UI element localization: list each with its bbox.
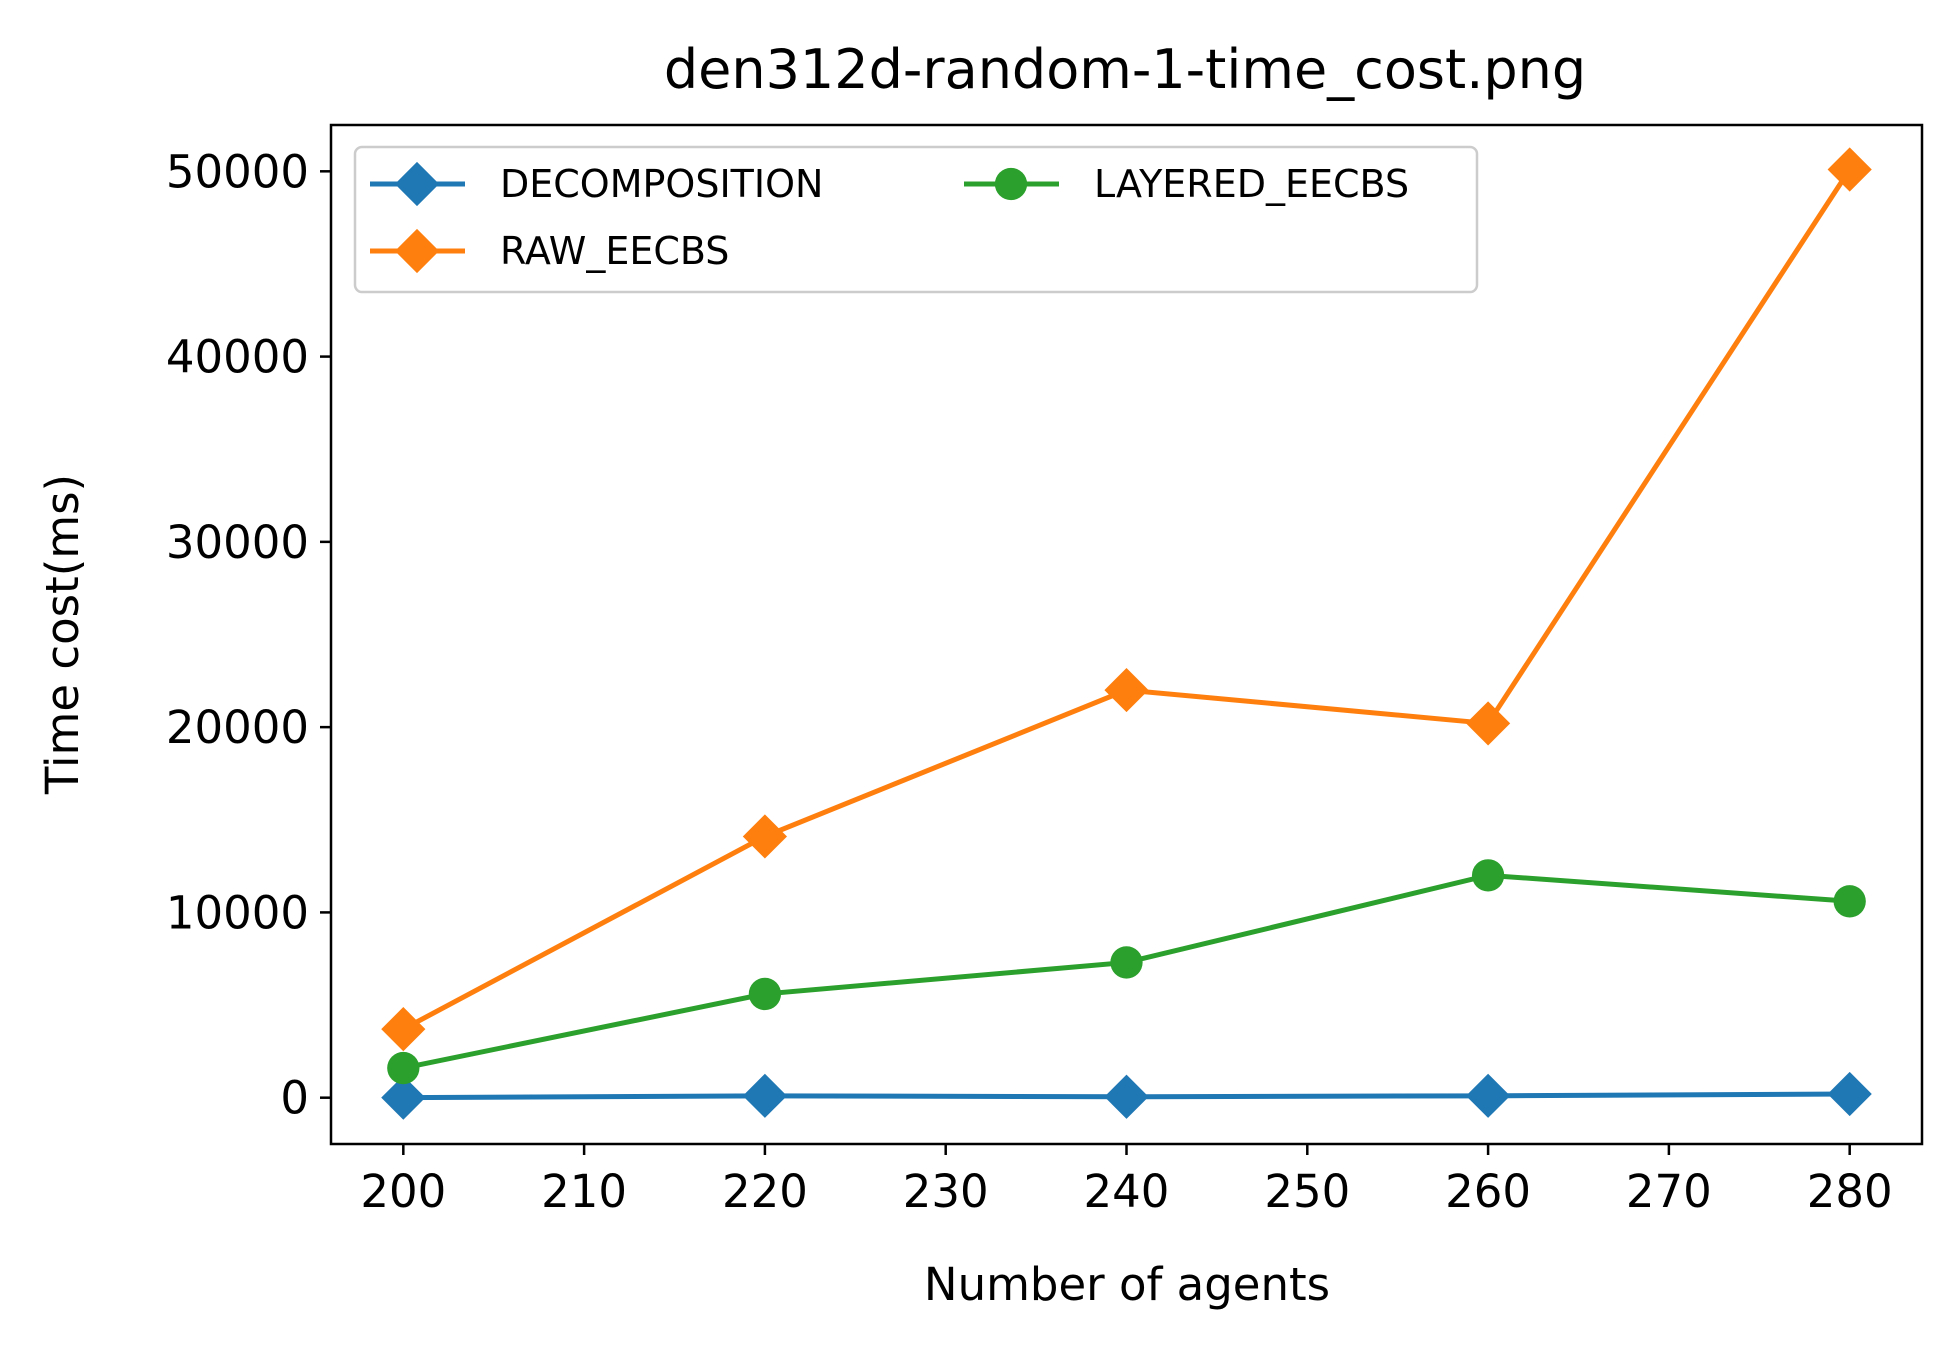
x-axis-label: Number of agents (924, 1258, 1330, 1311)
series-decomposition (381, 1071, 1872, 1120)
legend-frame (353, 145, 1479, 294)
y-axis: 0 10000 20000 30000 40000 50000 (166, 145, 331, 1125)
data-point (1465, 1073, 1511, 1118)
legend-label: RAW_EECBS (500, 229, 729, 273)
data-point (1833, 885, 1866, 918)
legend-marker (994, 167, 1028, 201)
x-tick-label: 260 (1445, 1165, 1531, 1218)
legend-label: LAYERED_EECBS (1094, 162, 1409, 206)
legend-entry: RAW_EECBS (370, 228, 729, 274)
x-tick-label: 230 (903, 1165, 989, 1218)
x-tick-label: 240 (1084, 1165, 1170, 1218)
series-layer (381, 147, 1872, 1120)
data-point (1104, 1074, 1149, 1119)
x-tick-label: 280 (1807, 1165, 1893, 1218)
chart-title: den312d-random-1-time_cost.png (664, 38, 1586, 101)
legend-marker (394, 161, 440, 207)
y-tick-label: 10000 (166, 886, 309, 939)
data-point (1104, 667, 1149, 713)
x-tick-label: 250 (1264, 1165, 1350, 1218)
legend-entry: DECOMPOSITION (370, 161, 823, 207)
legend: DECOMPOSITION RAW_EECBS LAYERED_EECBS (353, 145, 1479, 294)
x-tick-label: 210 (541, 1165, 627, 1218)
data-point (387, 1051, 420, 1085)
y-tick-label: 0 (280, 1072, 309, 1125)
data-point (742, 1073, 788, 1118)
y-tick-label: 40000 (166, 331, 309, 384)
data-point (1110, 946, 1143, 979)
plot-area (329, 123, 1924, 1146)
x-tick-label: 200 (360, 1165, 446, 1218)
legend-marker (394, 228, 440, 274)
legend-entry: LAYERED_EECBS (964, 162, 1409, 206)
x-tick-label: 220 (722, 1165, 808, 1218)
y-tick-label: 50000 (166, 145, 309, 198)
data-point (1827, 1071, 1872, 1117)
data-point (1827, 147, 1872, 192)
legend-entries: DECOMPOSITION RAW_EECBS LAYERED_EECBS (370, 161, 1409, 274)
x-tick-label: 270 (1626, 1165, 1712, 1218)
series-layered-eecbs (387, 859, 1866, 1085)
y-tick-label: 20000 (166, 701, 309, 754)
legend-label: DECOMPOSITION (500, 162, 823, 206)
y-axis-label: Time cost(ms) (36, 474, 89, 795)
x-axis: 200 210 220 230 240 250 260 270 280 (360, 1144, 1893, 1218)
y-tick-label: 30000 (166, 516, 309, 569)
data-point (1465, 701, 1511, 746)
data-point (742, 814, 788, 859)
data-point (748, 977, 782, 1011)
series-raw-eecbs (381, 147, 1872, 1052)
data-point (381, 1007, 426, 1052)
data-point (381, 1075, 426, 1120)
series-line (402, 168, 1852, 1032)
data-point (1471, 859, 1505, 892)
